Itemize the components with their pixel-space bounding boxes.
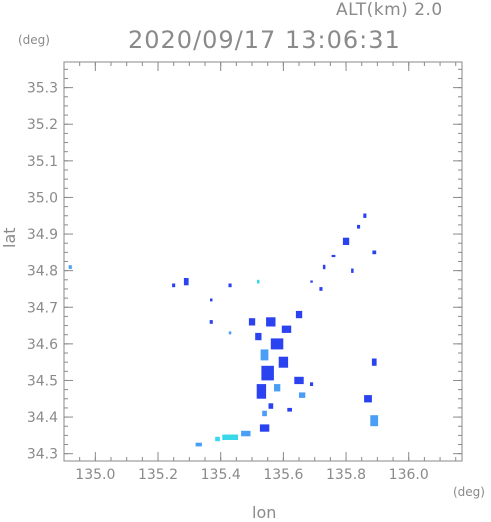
echo-cell xyxy=(260,349,269,361)
echo-cell xyxy=(255,332,262,341)
echo-cell xyxy=(331,254,336,258)
echo-cell xyxy=(371,358,377,366)
x-tick-label: 135.2 xyxy=(138,467,178,483)
echo-cell xyxy=(266,317,276,327)
echo-cell xyxy=(370,415,379,427)
y-tick-label: 35.2 xyxy=(27,117,58,133)
echo-cell xyxy=(209,320,213,324)
echo-cell xyxy=(256,384,267,399)
echo-cell xyxy=(228,331,232,335)
y-axis-unit: (deg) xyxy=(18,33,50,47)
y-tick-label: 34.5 xyxy=(27,373,58,389)
echo-cell xyxy=(351,268,354,273)
tick-layer: 135.0 135.2 135.4 135.6 135.8 136.0 34.3 34.4 34… xyxy=(27,62,462,483)
echo-cell xyxy=(195,442,202,447)
echo-cell xyxy=(342,237,350,245)
y-tick-label: 35.1 xyxy=(27,154,58,170)
x-axis-unit: (deg) xyxy=(453,485,485,499)
timestamp-title: 2020/09/17 13:06:31 xyxy=(128,26,401,54)
echo-cell xyxy=(270,338,284,350)
echo-cell xyxy=(310,382,314,386)
echo-cell xyxy=(248,318,256,326)
echo-cell xyxy=(299,392,306,398)
y-tick-label: 34.6 xyxy=(27,337,58,353)
echo-cell xyxy=(210,298,213,302)
echo-cell xyxy=(287,407,292,412)
x-axis-title: lon xyxy=(252,503,277,522)
y-tick-label: 34.9 xyxy=(27,227,58,243)
echo-cell xyxy=(357,224,361,229)
y-tick-label: 34.3 xyxy=(27,447,58,463)
echo-cell xyxy=(262,410,267,417)
echo-cell xyxy=(295,310,303,319)
y-tick-label: 34.8 xyxy=(27,264,58,280)
x-tick-label: 135.4 xyxy=(201,467,241,483)
echo-cell xyxy=(183,278,189,286)
echo-cell xyxy=(319,287,323,291)
echo-cell xyxy=(363,213,367,218)
echo-cell xyxy=(241,430,251,437)
echo-cell xyxy=(281,325,292,333)
plot-frame xyxy=(63,61,463,462)
echo-cell xyxy=(228,283,232,288)
echo-cell xyxy=(261,365,274,381)
echo-cell xyxy=(215,436,220,442)
y-tick-label: 34.4 xyxy=(27,410,58,426)
x-tick-label: 135.8 xyxy=(326,467,366,483)
echo-cell xyxy=(222,434,238,440)
y-tick-label: 35.0 xyxy=(27,190,58,206)
echo-layer xyxy=(68,213,379,447)
y-tick-label: 34.7 xyxy=(27,300,58,316)
x-tick-label: 136.0 xyxy=(389,467,429,483)
x-tick-label: 135.6 xyxy=(263,467,303,483)
echo-cell xyxy=(68,265,72,269)
echo-cell xyxy=(268,403,274,409)
echo-cell xyxy=(322,264,326,270)
echo-cell xyxy=(310,280,313,283)
echo-cell xyxy=(274,384,281,392)
y-tick-label: 35.3 xyxy=(27,81,58,97)
x-tick-label: 135.0 xyxy=(75,467,115,483)
echo-cell xyxy=(257,279,260,284)
altitude-label: ALT(km) 2.0 xyxy=(336,0,443,20)
echo-cell xyxy=(259,424,270,432)
echo-cell xyxy=(364,395,372,403)
echo-cell xyxy=(278,356,289,368)
echo-cell xyxy=(172,283,176,288)
echo-cell xyxy=(294,376,304,385)
echo-cell xyxy=(372,250,377,255)
